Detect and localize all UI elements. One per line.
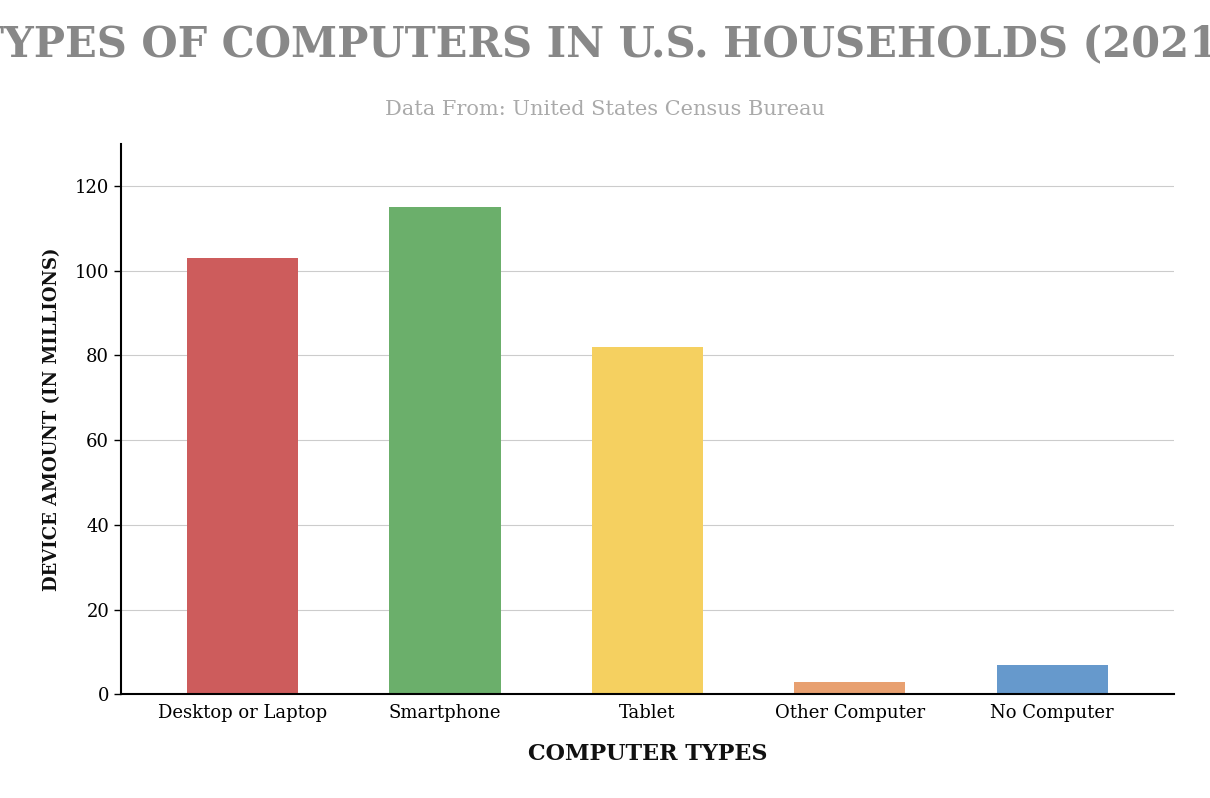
- Bar: [390, 207, 501, 694]
- Bar: [997, 665, 1108, 694]
- X-axis label: COMPUTER TYPES: COMPUTER TYPES: [528, 743, 767, 764]
- Text: TYPES OF COMPUTERS IN U.S. HOUSEHOLDS (2021): TYPES OF COMPUTERS IN U.S. HOUSEHOLDS (2…: [0, 24, 1210, 66]
- Bar: [186, 258, 298, 694]
- Y-axis label: DEVICE AMOUNT (IN MILLIONS): DEVICE AMOUNT (IN MILLIONS): [42, 247, 60, 591]
- Bar: [794, 681, 905, 694]
- Bar: [592, 347, 703, 694]
- Text: Data From: United States Census Bureau: Data From: United States Census Bureau: [385, 100, 825, 119]
